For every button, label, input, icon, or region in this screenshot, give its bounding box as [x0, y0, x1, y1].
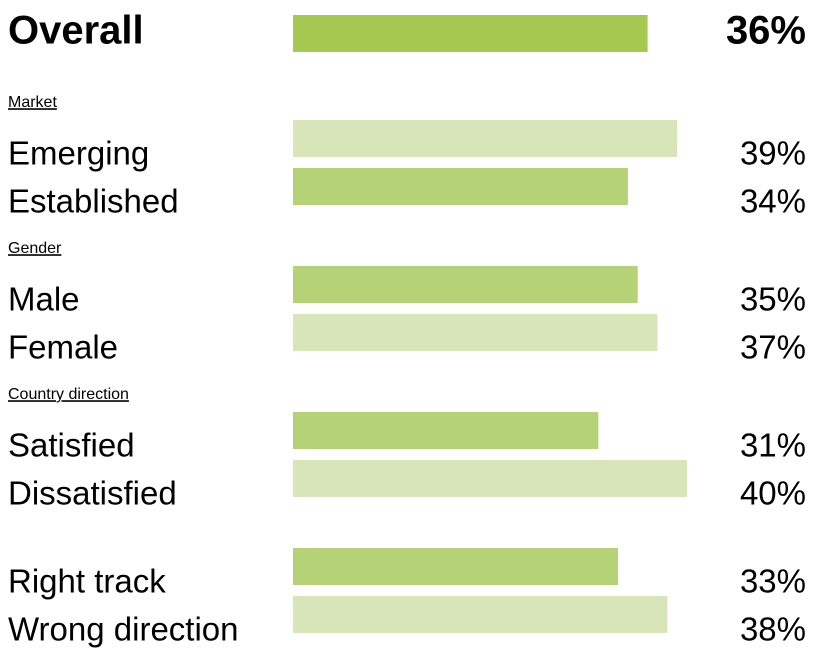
bar: [293, 266, 638, 303]
bar: [293, 596, 668, 633]
value-label: 37%: [740, 329, 806, 366]
row-label: Overall: [8, 9, 144, 53]
bar: [293, 460, 687, 497]
row-label: Dissatisfied: [8, 475, 177, 512]
group-header: Country direction: [8, 386, 129, 403]
value-label: 40%: [740, 475, 806, 512]
row-label: Emerging: [8, 135, 149, 172]
bar: [293, 120, 678, 157]
bar: [293, 412, 599, 449]
value-label: 34%: [740, 183, 806, 220]
value-label: 31%: [740, 427, 806, 464]
value-label: 38%: [740, 611, 806, 648]
row-label: Wrong direction: [8, 611, 239, 648]
value-label: 35%: [740, 281, 806, 318]
bar: [293, 15, 648, 52]
row-label: Established: [8, 183, 179, 220]
row-label: Right track: [8, 563, 166, 600]
value-label: 33%: [740, 563, 806, 600]
value-label: 39%: [740, 135, 806, 172]
row-label: Male: [8, 281, 80, 318]
bar: [293, 168, 628, 205]
group-header: Gender: [8, 240, 62, 257]
group-header: Market: [8, 94, 57, 111]
row-label: Satisfied: [8, 427, 135, 464]
value-label: 36%: [726, 9, 806, 53]
bar: [293, 548, 619, 585]
row-label: Female: [8, 329, 118, 366]
bar: [293, 314, 658, 351]
